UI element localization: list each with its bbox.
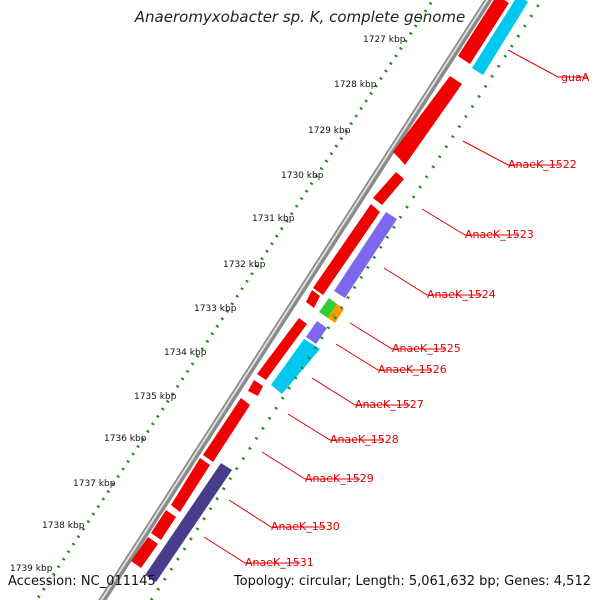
leader-line [311, 377, 410, 406]
gene-feature-red[interactable] [373, 172, 404, 205]
gene-label[interactable]: AnaeK_1530 [271, 520, 340, 533]
gene-label[interactable]: AnaeK_1523 [465, 228, 534, 241]
leader-line [349, 322, 446, 350]
map-title: Anaeromyxobacter sp. K, complete genome [134, 8, 466, 26]
kbp-tick-label: 1738 kbp [42, 521, 85, 531]
gene-feature-orange[interactable] [328, 304, 344, 323]
leader-line [421, 208, 519, 236]
gene-feature-red[interactable] [171, 458, 210, 512]
gene-leader-lines [203, 49, 588, 564]
gene-feature-red[interactable] [151, 510, 176, 540]
gene-label[interactable]: AnaeK_1524 [427, 288, 496, 301]
leader-line [228, 499, 325, 528]
gene-label[interactable]: AnaeK_1529 [305, 472, 374, 485]
gene-label[interactable]: AnaeK_1526 [378, 363, 447, 376]
leader-line [287, 413, 384, 441]
gene-feature-red[interactable] [131, 537, 158, 568]
kbp-tick-label: 1730 kbp [281, 171, 324, 181]
leader-line [261, 451, 360, 480]
leader-line [462, 140, 560, 166]
gene-feature-red[interactable] [313, 204, 380, 295]
gene-label[interactable]: AnaeK_1531 [245, 556, 314, 569]
kbp-tick-labels: 1727 kbp 1728 kbp 1729 kbp 1730 kbp 1731… [10, 35, 406, 574]
genome-summary-label: Topology: circular; Length: 5,061,632 bp… [233, 574, 591, 589]
gene-label[interactable]: AnaeK_1522 [508, 158, 577, 171]
kbp-tick-label: 1739 kbp [10, 564, 53, 574]
gene-feature-cyan[interactable] [271, 339, 320, 394]
leader-line [383, 267, 482, 296]
leader-line [507, 49, 588, 78]
gene-labels: guaA AnaeK_1522 AnaeK_1523 AnaeK_1524 An… [245, 71, 590, 569]
gene-label-guaA[interactable]: guaA [561, 71, 590, 84]
leader-line [335, 343, 432, 371]
kbp-tick-label: 1731 kbp [252, 214, 295, 224]
gene-label[interactable]: AnaeK_1528 [330, 433, 399, 446]
accession-label: Accession: NC_011145 [8, 574, 156, 589]
gene-feature-red[interactable] [393, 76, 462, 165]
gene-feature-purple[interactable] [334, 212, 397, 298]
kbp-tick-label: 1737 kbp [73, 479, 116, 489]
gene-feature-red[interactable] [248, 380, 263, 396]
gene-feature-red[interactable] [203, 398, 250, 462]
leader-line [203, 536, 300, 564]
ruler-dotted-track [34, 0, 435, 600]
gene-features [131, 0, 528, 582]
kbp-tick-label: 1733 kbp [194, 304, 237, 314]
gene-feature-cyan[interactable] [472, 0, 528, 75]
gene-feature-red[interactable] [306, 290, 320, 308]
kbp-tick-label: 1735 kbp [134, 392, 177, 402]
kbp-tick-label: 1728 kbp [334, 80, 377, 90]
kbp-tick-label: 1734 kbp [164, 348, 207, 358]
kbp-tick-label: 1732 kbp [223, 260, 266, 270]
gene-feature-red[interactable] [257, 318, 307, 380]
kbp-tick-label: 1729 kbp [308, 126, 351, 136]
gene-feature-purple[interactable] [306, 321, 327, 344]
gene-label[interactable]: AnaeK_1527 [355, 398, 424, 411]
genome-backbone-highlight [100, 0, 489, 600]
gene-feature-green[interactable] [319, 298, 337, 318]
inner-dashed-track [149, 0, 544, 600]
gene-label[interactable]: AnaeK_1525 [392, 342, 461, 355]
kbp-tick-label: 1736 kbp [104, 434, 147, 444]
gene-feature-navy[interactable] [145, 463, 232, 582]
gene-feature-red[interactable] [458, 0, 509, 64]
kbp-tick-label: 1727 kbp [363, 35, 406, 45]
